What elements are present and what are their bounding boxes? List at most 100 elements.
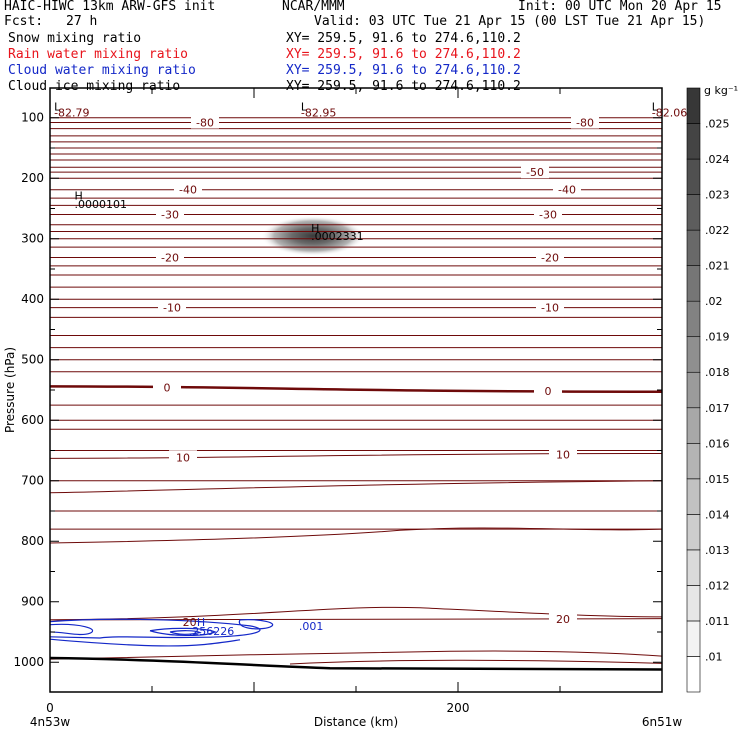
isotherm-label-bg (156, 207, 184, 221)
forecast-label: Fcst: (4, 14, 44, 29)
isotherm-label-bg (156, 250, 184, 264)
isotherm-label: -10 (163, 302, 181, 315)
colorbar-swatch (686, 549, 701, 586)
colorbar-swatch (686, 620, 701, 657)
isotherm-label-bg (153, 380, 181, 394)
field-xy-cloud-water: XY= 259.5, 91.6 to 274.6,110.2 (286, 63, 521, 78)
colorbar-swatch (686, 442, 701, 480)
x-axis-title: Distance (km) (314, 715, 398, 729)
chart-annotation: .0002331 (311, 230, 364, 243)
chart-annotation: -82.06 (652, 106, 687, 119)
isotherm-label-bg (174, 182, 202, 196)
isotherm-line (49, 650, 663, 660)
field-name-rain: Rain water mixing ratio (8, 47, 189, 62)
forecast-hours: 27 h (66, 14, 98, 29)
colorbar-label: .015 (705, 473, 730, 486)
isotherm-label: -80 (576, 117, 594, 130)
chart-annotation: L (54, 100, 61, 113)
y-axis-title: Pressure (hPa) (3, 347, 17, 433)
colorbar-label: .017 (705, 402, 730, 415)
field-name-snow: Snow mixing ratio (8, 31, 142, 46)
isotherm-label: -40 (558, 184, 576, 197)
colorbar-label: .01 (705, 650, 723, 663)
isotherm-label: -50 (526, 166, 544, 179)
cloud-water-contour (49, 618, 261, 639)
isotherm-label-bg (536, 250, 564, 264)
isotherm-label-bg (571, 115, 599, 129)
isotherm-label: -40 (179, 184, 197, 197)
x-tick-label: 200 (447, 701, 470, 715)
isotherm-line (49, 606, 663, 621)
isotherm-label-bg (549, 447, 577, 461)
colorbar-label: .02 (705, 295, 723, 308)
field-name-cloud-water: Cloud water mixing ratio (8, 63, 196, 78)
isotherm-label-bg (521, 165, 549, 179)
colorbar-label: .018 (705, 366, 730, 379)
chart-annotation: -82.79 (54, 106, 89, 119)
isotherm-label: -30 (539, 209, 557, 222)
colorbar-swatch (686, 336, 701, 373)
valid-time: Valid: 03 UTC Tue 21 Apr 15 (00 LST Tue … (314, 14, 706, 29)
colorbar-label: .011 (705, 615, 730, 628)
colorbar-label: .012 (705, 579, 730, 592)
chart-annotation: .256226 (189, 625, 235, 638)
x-tick-label: 0 (46, 701, 54, 715)
isotherm-label: -20 (541, 251, 559, 264)
isotherm-label: -30 (161, 209, 179, 222)
y-tick-label: 400 (21, 292, 44, 306)
colorbar-label: .016 (705, 437, 730, 450)
colorbar-swatch (686, 87, 701, 124)
isotherm-label-bg (158, 300, 186, 314)
isotherm-label: -10 (541, 302, 559, 315)
colorbar-swatch (686, 514, 701, 551)
colorbar-swatch (686, 194, 701, 231)
colorbar-swatch (686, 478, 701, 515)
isotherm-line (49, 452, 663, 459)
isotherm-label-bg (549, 611, 577, 625)
isotherm-label: 10 (176, 451, 190, 464)
isotherm-label: -80 (196, 117, 214, 130)
colorbar-label: .019 (705, 331, 730, 344)
colorbar-swatch (686, 265, 701, 302)
isotherm-label-bg (536, 300, 564, 314)
field-name-cloud-ice: Cloud ice mixing ratio (8, 79, 181, 94)
isotherm-label-bg (169, 450, 197, 464)
colorbar-swatch (686, 371, 701, 409)
isotherm-label-bg (534, 207, 562, 221)
snow-max-shading (261, 216, 365, 256)
cloud-water-contour (49, 623, 93, 636)
isotherm-label-bg (191, 115, 219, 129)
x-left-endpoint: 4n53w (30, 715, 71, 729)
init-time: Init: 00 UTC Mon 20 Apr 15 (518, 0, 722, 14)
isotherm-line (49, 480, 663, 494)
y-tick-label: 900 (21, 595, 44, 609)
colorbar-swatch (686, 585, 701, 622)
field-xy-cloud-ice: XY= 259.5, 91.6 to 274.6,110.2 (286, 79, 521, 94)
chart-annotation: -82.95 (301, 106, 336, 119)
colorbar-label: .024 (705, 153, 730, 166)
y-tick-label: 600 (21, 413, 44, 427)
isotherm-label-bg (534, 383, 562, 397)
chart-annotation: L (301, 100, 308, 113)
isotherm-label: 20 (556, 613, 570, 626)
isotherm-label: 0 (164, 381, 171, 394)
colorbar-swatch (686, 158, 701, 195)
cloud-water-contour (169, 630, 202, 635)
colorbar-units: g kg⁻¹ (704, 84, 738, 97)
chart-annotation: H (311, 222, 319, 235)
isotherm-label: 0 (545, 385, 552, 398)
colorbar-swatch (686, 229, 701, 266)
chart-annotation: .001 (299, 620, 324, 633)
cloud-water-contour (238, 619, 274, 630)
colorbar-label: .025 (705, 118, 730, 131)
isotherm-label: -20 (161, 251, 179, 264)
colorbar-swatch (686, 407, 701, 444)
y-tick-label: 100 (21, 111, 44, 125)
isotherm-line (289, 659, 663, 665)
colorbar-label: .022 (705, 224, 730, 237)
isotherm-label: 10 (556, 448, 570, 461)
y-tick-label: 800 (21, 534, 44, 548)
cloud-water-contour (149, 627, 217, 637)
colorbar-label: .023 (705, 189, 730, 202)
